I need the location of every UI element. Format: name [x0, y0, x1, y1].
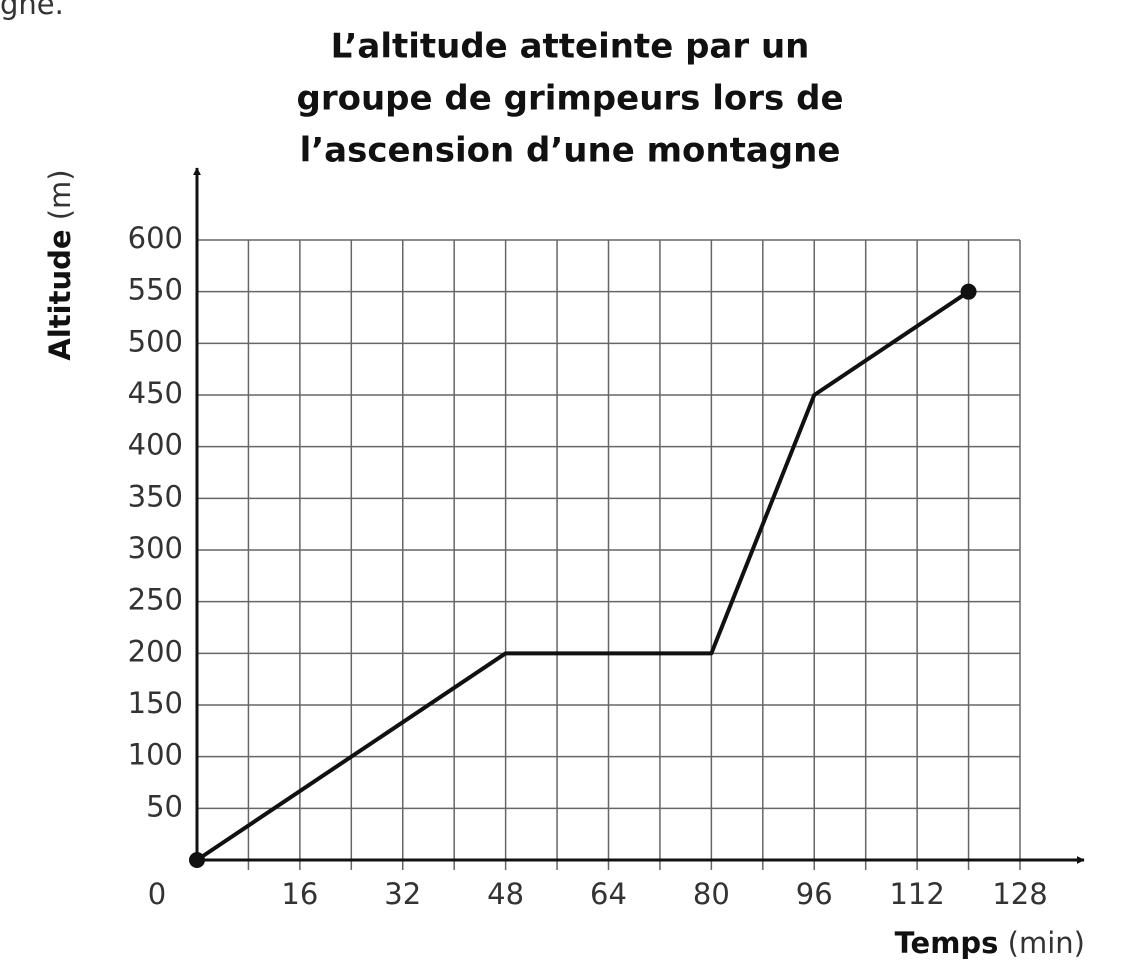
y-tick-label: 550: [128, 273, 183, 307]
y-tick-label: 600: [128, 221, 183, 255]
y-tick-label: 350: [128, 479, 183, 513]
x-tick-label: 16: [281, 877, 318, 911]
y-tick-label: 500: [128, 324, 183, 358]
y-tick-label: 400: [128, 428, 183, 462]
chart-title: L’altitude atteinte par un: [331, 27, 810, 67]
x-tick-label: 64: [590, 877, 627, 911]
x-unit: (min): [1008, 926, 1085, 960]
chart-title: groupe de grimpeurs lors de: [296, 79, 843, 119]
end-point: [960, 283, 977, 300]
caption-fragment: gne.: [0, 0, 64, 21]
y-axis-label: Altitude (m): [43, 169, 77, 360]
line: [195, 290, 970, 862]
x-tick-label: 32: [384, 877, 421, 911]
x-tick-label: 0: [148, 877, 166, 911]
y-tick-label: 300: [128, 531, 183, 565]
x-tick-label: 128: [992, 877, 1047, 911]
y-tick-label: 50: [146, 789, 183, 823]
y-tick-label: 100: [128, 738, 183, 772]
y-tick-label: 200: [128, 634, 183, 668]
y-tick-label: 450: [128, 376, 183, 410]
x-label: Temps: [895, 926, 999, 960]
y-tick-label: 250: [128, 583, 183, 617]
y-unit: (m): [43, 169, 77, 220]
x-tick-label: 48: [487, 877, 524, 911]
x-tick-label: 80: [693, 877, 730, 911]
x-axis-label: Temps (min): [895, 926, 1085, 960]
grid: [197, 239, 1021, 870]
end-point: [189, 852, 205, 868]
y-label: Altitude: [43, 229, 77, 360]
chart-title: l’ascension d’une montagne: [300, 131, 841, 171]
y-tick-label: 150: [128, 686, 183, 720]
x-tick-label: 96: [796, 877, 833, 911]
x-tick-label: 112: [889, 877, 944, 911]
